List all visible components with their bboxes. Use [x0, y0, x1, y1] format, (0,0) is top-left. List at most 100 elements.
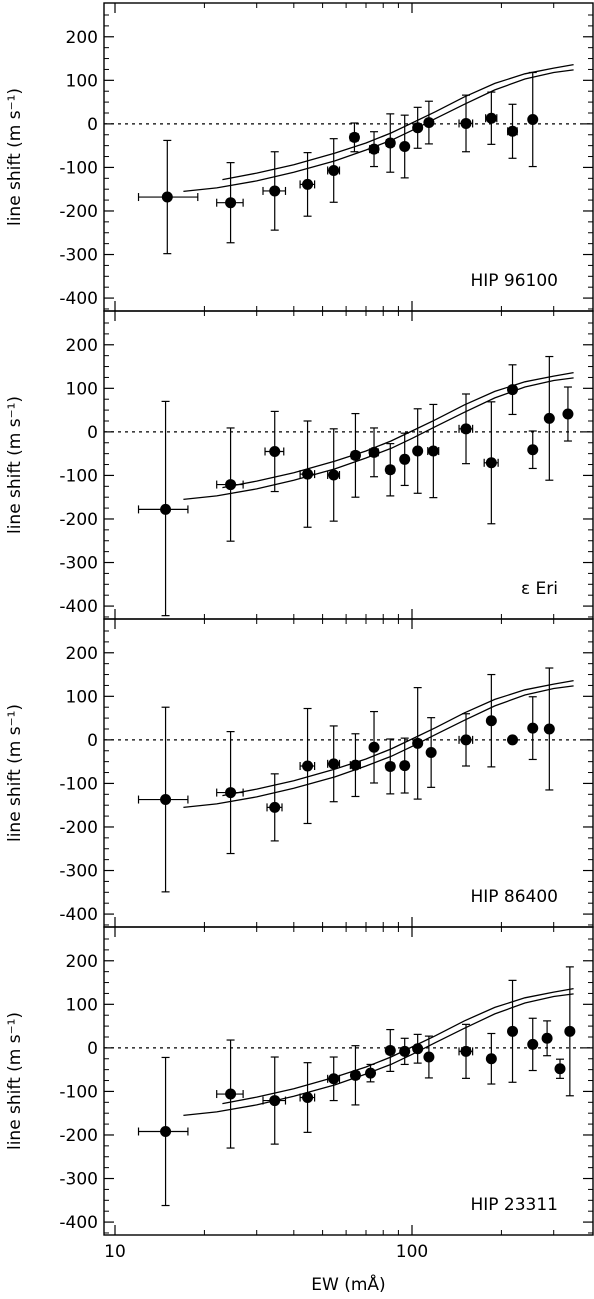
- data-point: [543, 667, 555, 791]
- data-point: [137, 400, 189, 617]
- panel-frame: [103, 2, 594, 312]
- y-tick-label: 200: [66, 336, 98, 356]
- data-point: [458, 94, 474, 153]
- y-tick-label: -400: [59, 289, 98, 309]
- data-point: [137, 706, 189, 893]
- point-marker: [485, 1053, 497, 1065]
- point-marker: [269, 185, 281, 197]
- point-marker: [412, 1043, 424, 1055]
- y-tick-label: -100: [59, 774, 98, 794]
- y-tick-label: -400: [59, 905, 98, 925]
- point-marker: [384, 760, 396, 772]
- model-curve-1: [183, 377, 574, 501]
- y-tick-label: -300: [59, 554, 98, 574]
- data-point: [384, 1028, 396, 1072]
- point-marker: [302, 468, 314, 480]
- data-point: [543, 355, 555, 481]
- panel-frame: [103, 926, 594, 1236]
- data-point: [412, 687, 424, 800]
- model-curve-2: [222, 679, 574, 797]
- point-marker: [527, 114, 539, 126]
- point-marker: [485, 112, 497, 124]
- model-curve-2: [222, 63, 574, 181]
- panel-frame: [103, 618, 594, 928]
- y-tick-label: -200: [59, 510, 98, 530]
- data-point: [423, 100, 435, 145]
- y-tick-label: 200: [66, 28, 98, 48]
- data-point: [458, 713, 474, 767]
- point-marker: [507, 125, 519, 137]
- point-marker: [399, 141, 411, 153]
- panel-label: HIP 23311: [470, 1195, 558, 1215]
- panel-2: 200 100 0 -100 -200 -300 -400 line shift (m s⁻¹…: [5, 310, 594, 620]
- model-curve-2: [222, 987, 574, 1105]
- point-marker: [564, 1025, 576, 1037]
- model-curve-1: [183, 685, 574, 809]
- y-axis-title: line shift (m s⁻¹): [5, 88, 25, 226]
- data-point: [399, 114, 411, 179]
- data-point: [327, 138, 341, 203]
- y-tick-label: 0: [87, 731, 98, 751]
- data-point: [458, 393, 474, 465]
- point-marker: [160, 503, 172, 515]
- point-marker: [485, 457, 497, 469]
- panel-label: ε Eri: [521, 579, 558, 599]
- point-marker: [423, 117, 435, 129]
- data-point: [365, 1063, 377, 1083]
- point-marker: [412, 122, 424, 134]
- panel-4: 200 100 0 -100 -200 -300 -400 line shift (m s⁻¹…: [5, 926, 594, 1236]
- point-marker: [527, 444, 539, 456]
- point-marker: [348, 131, 360, 143]
- x-axis-title: EW (mÅ): [311, 1273, 385, 1295]
- y-tick-label: -400: [59, 597, 98, 617]
- y-tick-label: -200: [59, 202, 98, 222]
- point-marker: [425, 747, 437, 759]
- point-marker: [460, 734, 472, 746]
- data-point: [299, 420, 316, 528]
- point-marker: [302, 1092, 314, 1104]
- x-tick-label: 100: [396, 1242, 428, 1262]
- point-marker: [562, 408, 574, 420]
- point-marker: [460, 117, 472, 129]
- y-tick-label: 200: [66, 952, 98, 972]
- y-axis-title: line shift (m s⁻¹): [5, 1012, 25, 1150]
- point-marker: [423, 1051, 435, 1063]
- point-marker: [328, 164, 340, 176]
- y-tick-label: -100: [59, 466, 98, 486]
- y-tick-label: -300: [59, 862, 98, 882]
- data-point: [348, 122, 360, 153]
- panel-frame: [103, 310, 594, 620]
- point-marker: [485, 715, 497, 727]
- y-tick-label: 100: [66, 71, 98, 91]
- point-marker: [543, 412, 555, 424]
- point-marker: [349, 449, 361, 461]
- data-point: [368, 131, 380, 168]
- y-tick-label: 0: [87, 423, 98, 443]
- data-point: [349, 412, 361, 498]
- y-tick-label: 0: [87, 1039, 98, 1059]
- y-tick-label: -300: [59, 1170, 98, 1190]
- data-point: [299, 152, 316, 217]
- point-marker: [541, 1032, 553, 1044]
- y-tick-label: -100: [59, 158, 98, 178]
- data-point: [299, 1062, 316, 1133]
- point-marker: [427, 445, 439, 457]
- data-point: [527, 71, 539, 168]
- point-marker: [384, 464, 396, 476]
- y-axis-title: line shift (m s⁻¹): [5, 396, 25, 534]
- y-tick-label: -400: [59, 1213, 98, 1233]
- point-marker: [160, 1125, 172, 1137]
- data-point: [485, 1032, 497, 1085]
- y-tick-label: 100: [66, 687, 98, 707]
- data-point: [262, 151, 287, 231]
- point-marker: [225, 197, 237, 209]
- point-marker: [527, 1038, 539, 1050]
- point-marker: [399, 760, 411, 772]
- point-marker: [368, 446, 380, 458]
- data-point: [349, 733, 361, 798]
- point-marker: [384, 137, 396, 149]
- y-tick-label: 100: [66, 995, 98, 1015]
- data-point: [485, 91, 498, 145]
- data-point: [262, 1056, 287, 1145]
- point-marker: [302, 178, 314, 190]
